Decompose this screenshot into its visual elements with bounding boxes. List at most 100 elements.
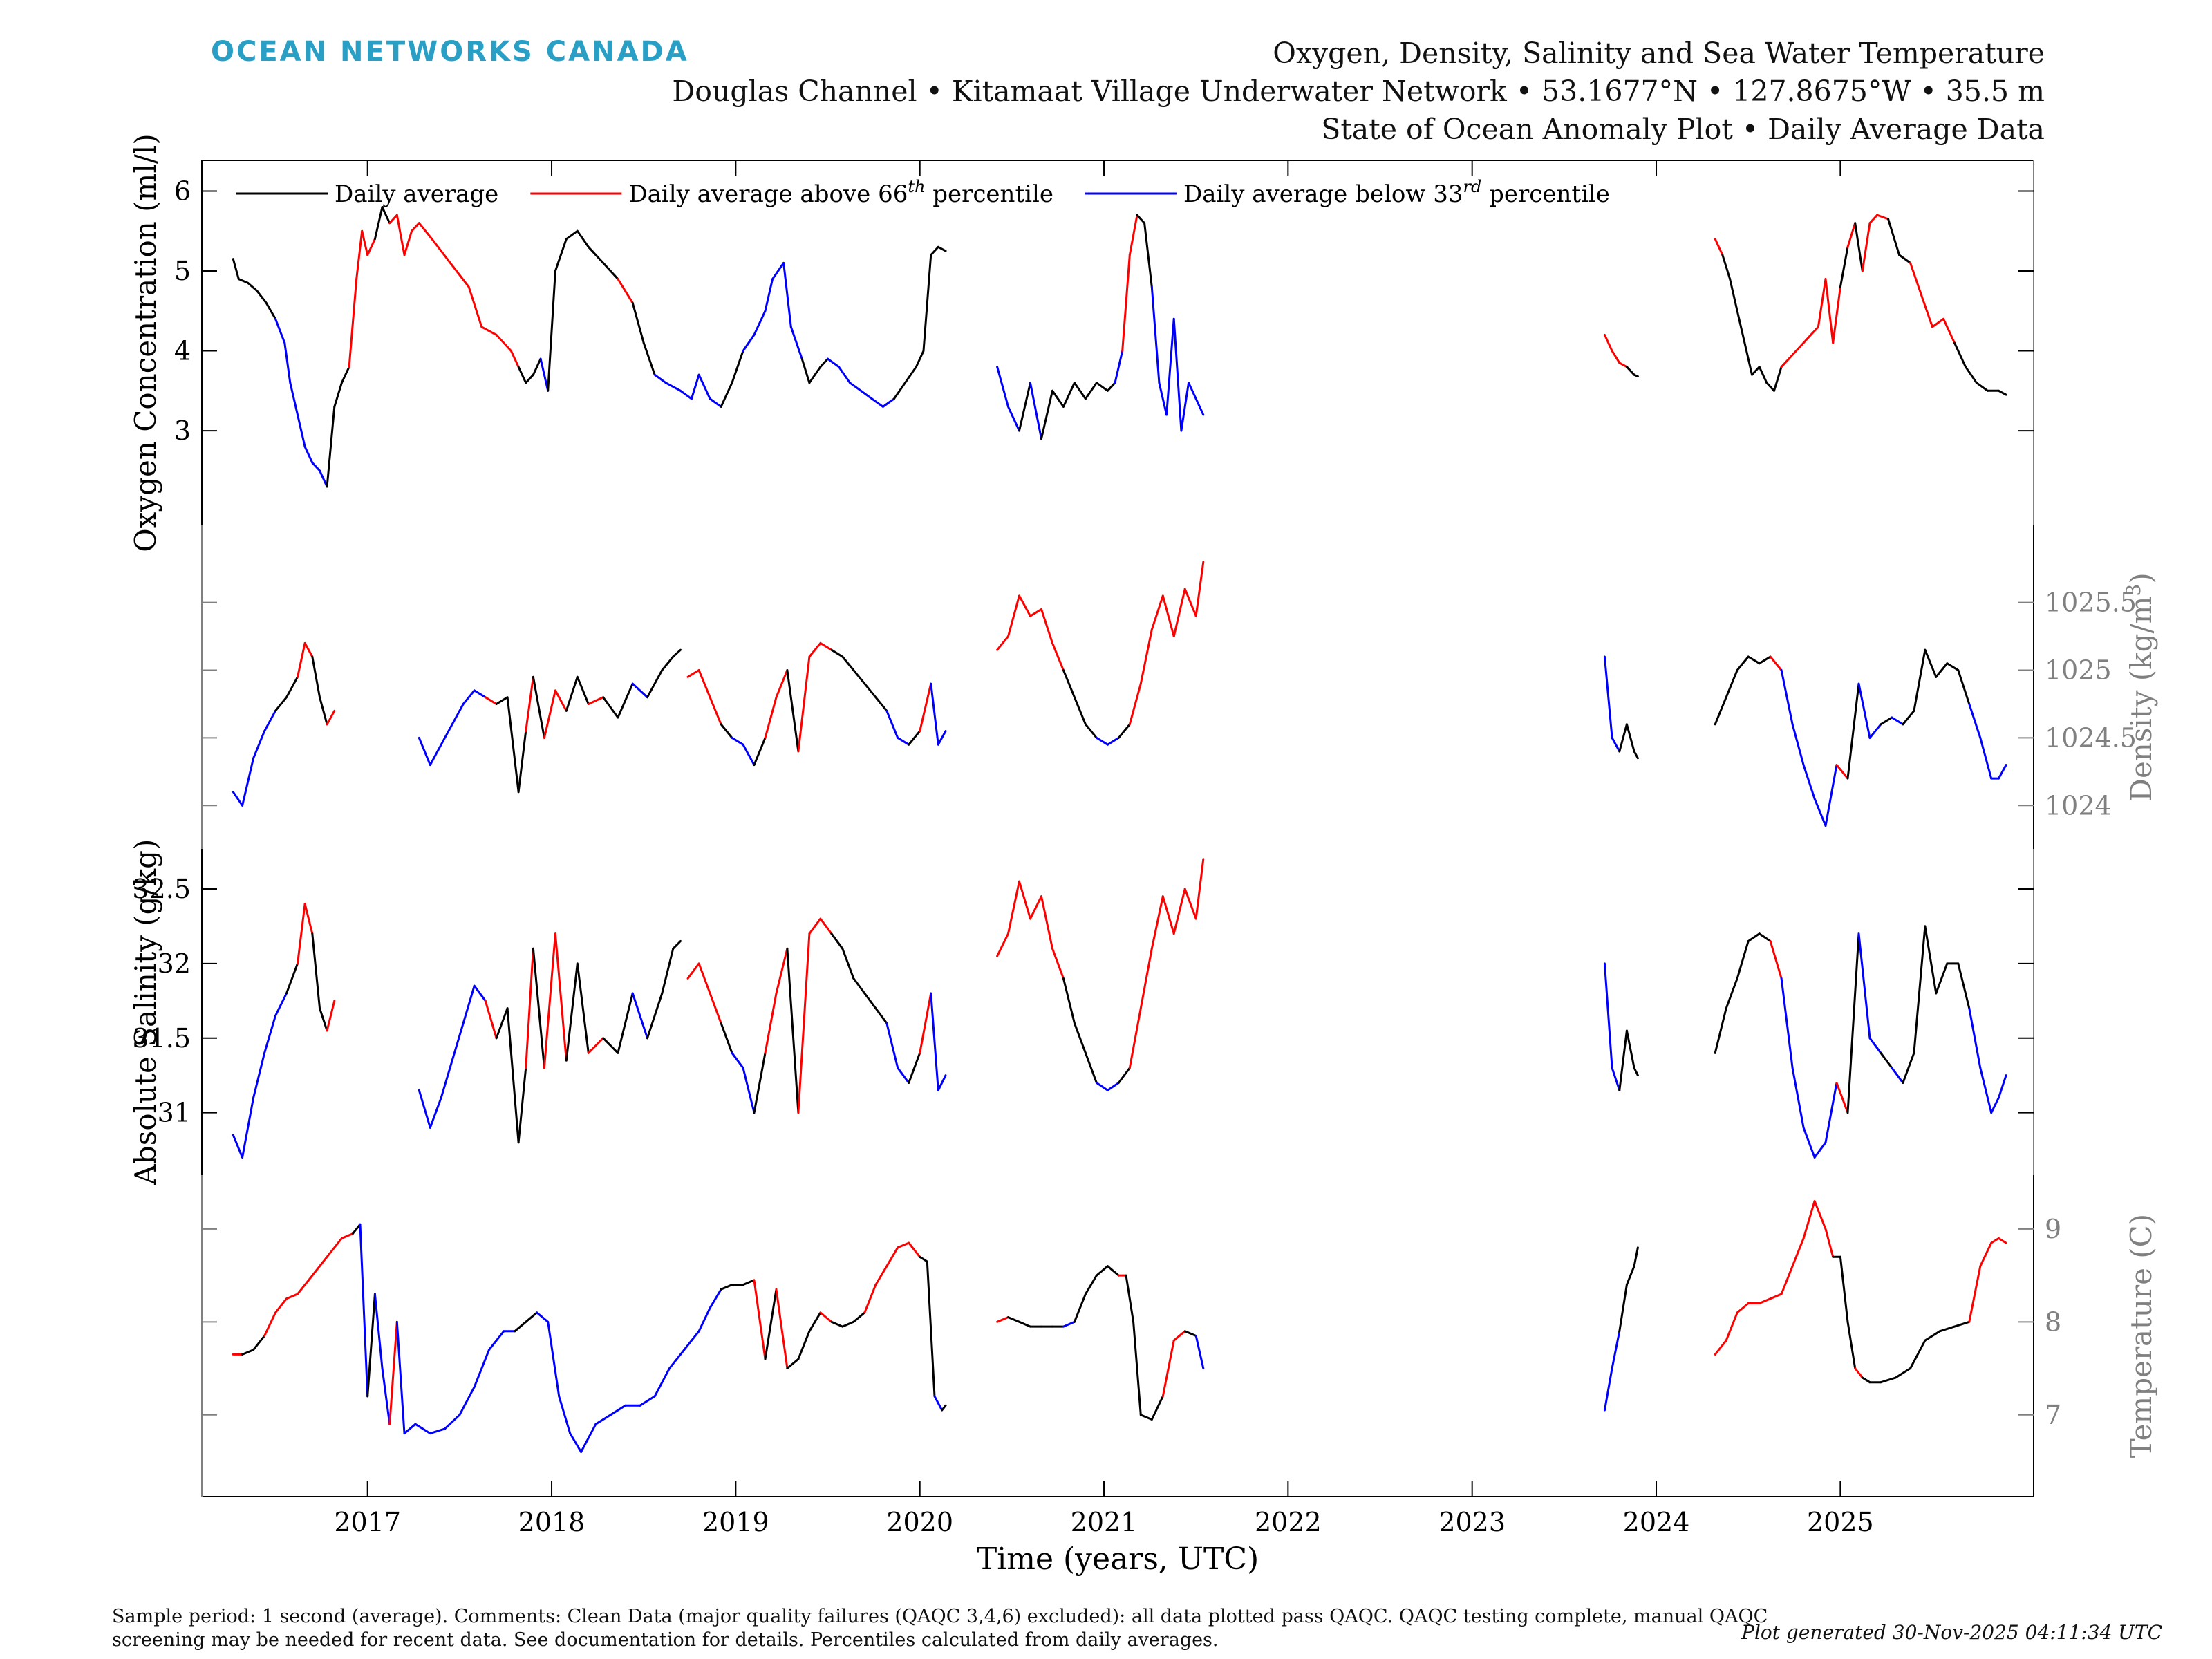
oxygen-line-segment — [1714, 238, 1724, 256]
density-line-segment — [303, 641, 314, 658]
salinity-line-segment — [1802, 1126, 1816, 1159]
temperature-line-segment — [1802, 1200, 1816, 1239]
oxygen-line-segment — [1794, 341, 1805, 353]
density-line-segment — [311, 655, 321, 699]
density-line-segment — [1018, 594, 1031, 617]
salinity-line-segment — [764, 992, 778, 1054]
oxygen-line-segment — [256, 290, 268, 304]
oxygen-line-segment — [1997, 389, 2007, 396]
temperature-line-segment — [786, 1358, 800, 1369]
oxygen-line-segment — [1832, 285, 1841, 344]
salinity-line-segment — [852, 977, 866, 995]
temperature-line-segment — [263, 1311, 276, 1337]
salinity-line-segment — [1128, 1007, 1142, 1069]
temperature-line-segment — [414, 1423, 431, 1435]
temperature-line-segment — [1968, 1265, 1982, 1323]
salinity-line-segment — [429, 1096, 442, 1129]
density-line-segment — [1073, 696, 1087, 726]
salinity-line-segment — [1935, 962, 1949, 995]
density-line-segment — [1051, 641, 1065, 671]
oxygen-line-segment — [870, 397, 884, 408]
oxygen-line-segment — [1729, 278, 1738, 312]
density-line-segment — [1161, 594, 1175, 638]
salinity-line-segment — [285, 962, 299, 995]
salinity-line-segment — [517, 1067, 527, 1144]
oxygen-line-segment — [1611, 350, 1621, 364]
oxygen-line-segment — [1040, 389, 1053, 440]
temperature-line-segment — [1953, 1320, 1971, 1328]
salinity-line-segment — [1913, 925, 1927, 1054]
density-line-segment — [631, 682, 648, 699]
salinity-line-segment — [930, 992, 939, 1091]
oxygen-line-segment — [274, 317, 286, 344]
oxygen-line-segment — [1051, 389, 1065, 408]
oxygen-line-segment — [690, 373, 700, 400]
salinity-line-segment — [1040, 895, 1053, 950]
salinity-line-segment — [1194, 858, 1205, 920]
salinity-series — [232, 858, 2007, 1159]
density-line-segment — [1736, 655, 1750, 671]
density-line-segment — [1625, 723, 1635, 753]
oxygen-tick-label: 3 — [174, 415, 191, 446]
oxygen-line-segment — [819, 357, 829, 368]
temperature-line-segment — [830, 1320, 844, 1328]
density-line-segment — [742, 743, 756, 767]
salinity-tick-label: 31 — [158, 1098, 191, 1128]
temperature-line-segment — [926, 1260, 936, 1398]
temperature-line-segment — [381, 1367, 391, 1425]
x-tick-label: 2022 — [1255, 1507, 1322, 1537]
density-line-segment — [319, 696, 328, 726]
density-line-segment — [686, 669, 700, 678]
oxygen-line-segment — [1909, 261, 1922, 297]
oxygen-line-segment — [631, 301, 645, 344]
density-line-segment — [1957, 669, 1971, 705]
oxygen-line-segment — [1158, 382, 1168, 416]
temperature-line-segment — [1714, 1339, 1727, 1356]
density-line-segment — [1868, 723, 1882, 739]
oxygen-line-segment — [247, 281, 259, 292]
density-line-segment — [731, 736, 744, 746]
density-series — [232, 561, 2007, 827]
salinity-line-segment — [1747, 932, 1761, 942]
salinity-line-segment — [543, 932, 556, 1069]
oxygen-line-segment — [1824, 278, 1835, 344]
density-line-segment — [874, 696, 888, 712]
salinity-line-segment — [1633, 1067, 1639, 1077]
salinity-line-segment — [1997, 1074, 2007, 1099]
temperature-line-segment — [297, 1279, 310, 1295]
oxygen-line-segment — [1136, 214, 1146, 225]
oxygen-line-segment — [1931, 317, 1944, 328]
temperature-line-segment — [819, 1311, 833, 1323]
temperature-line-segment — [1861, 1376, 1871, 1384]
salinity-line-segment — [297, 903, 306, 965]
salinity-line-segment — [646, 992, 664, 1040]
density-line-segment — [720, 723, 733, 739]
salinity-line-segment — [885, 1022, 899, 1069]
salinity-line-segment — [874, 1007, 888, 1024]
oxygen-line-segment — [1062, 382, 1076, 408]
temperature-series — [232, 1200, 2007, 1453]
temperature-line-segment — [709, 1288, 722, 1309]
temperature-line-segment — [329, 1237, 343, 1253]
temperature-line-segment — [1150, 1395, 1164, 1421]
salinity-line-segment — [1073, 1022, 1087, 1054]
oxygen-line-segment — [366, 238, 376, 256]
oxygen-line-segment — [232, 258, 240, 281]
density-line-segment — [709, 696, 722, 726]
density-line-segment — [484, 696, 498, 705]
oxygen-line-segment — [1633, 373, 1639, 377]
salinity-line-segment — [495, 1007, 509, 1040]
oxygen-line-segment — [1180, 382, 1190, 432]
salinity-line-segment — [1106, 1082, 1120, 1091]
oxygen-line-segment — [827, 357, 840, 368]
temperature-line-segment — [1062, 1320, 1076, 1328]
density-line-segment — [830, 648, 844, 658]
oxygen-line-segment — [1084, 382, 1098, 400]
oxygen-line-segment — [642, 341, 656, 376]
density-tick-label: 1024 — [2045, 790, 2112, 821]
density-line-segment — [1802, 764, 1816, 800]
oxygen-line-segment — [237, 278, 250, 284]
salinity-line-segment — [451, 1022, 465, 1062]
temperature-line-segment — [1132, 1320, 1142, 1416]
salinity-line-segment — [473, 984, 487, 1002]
